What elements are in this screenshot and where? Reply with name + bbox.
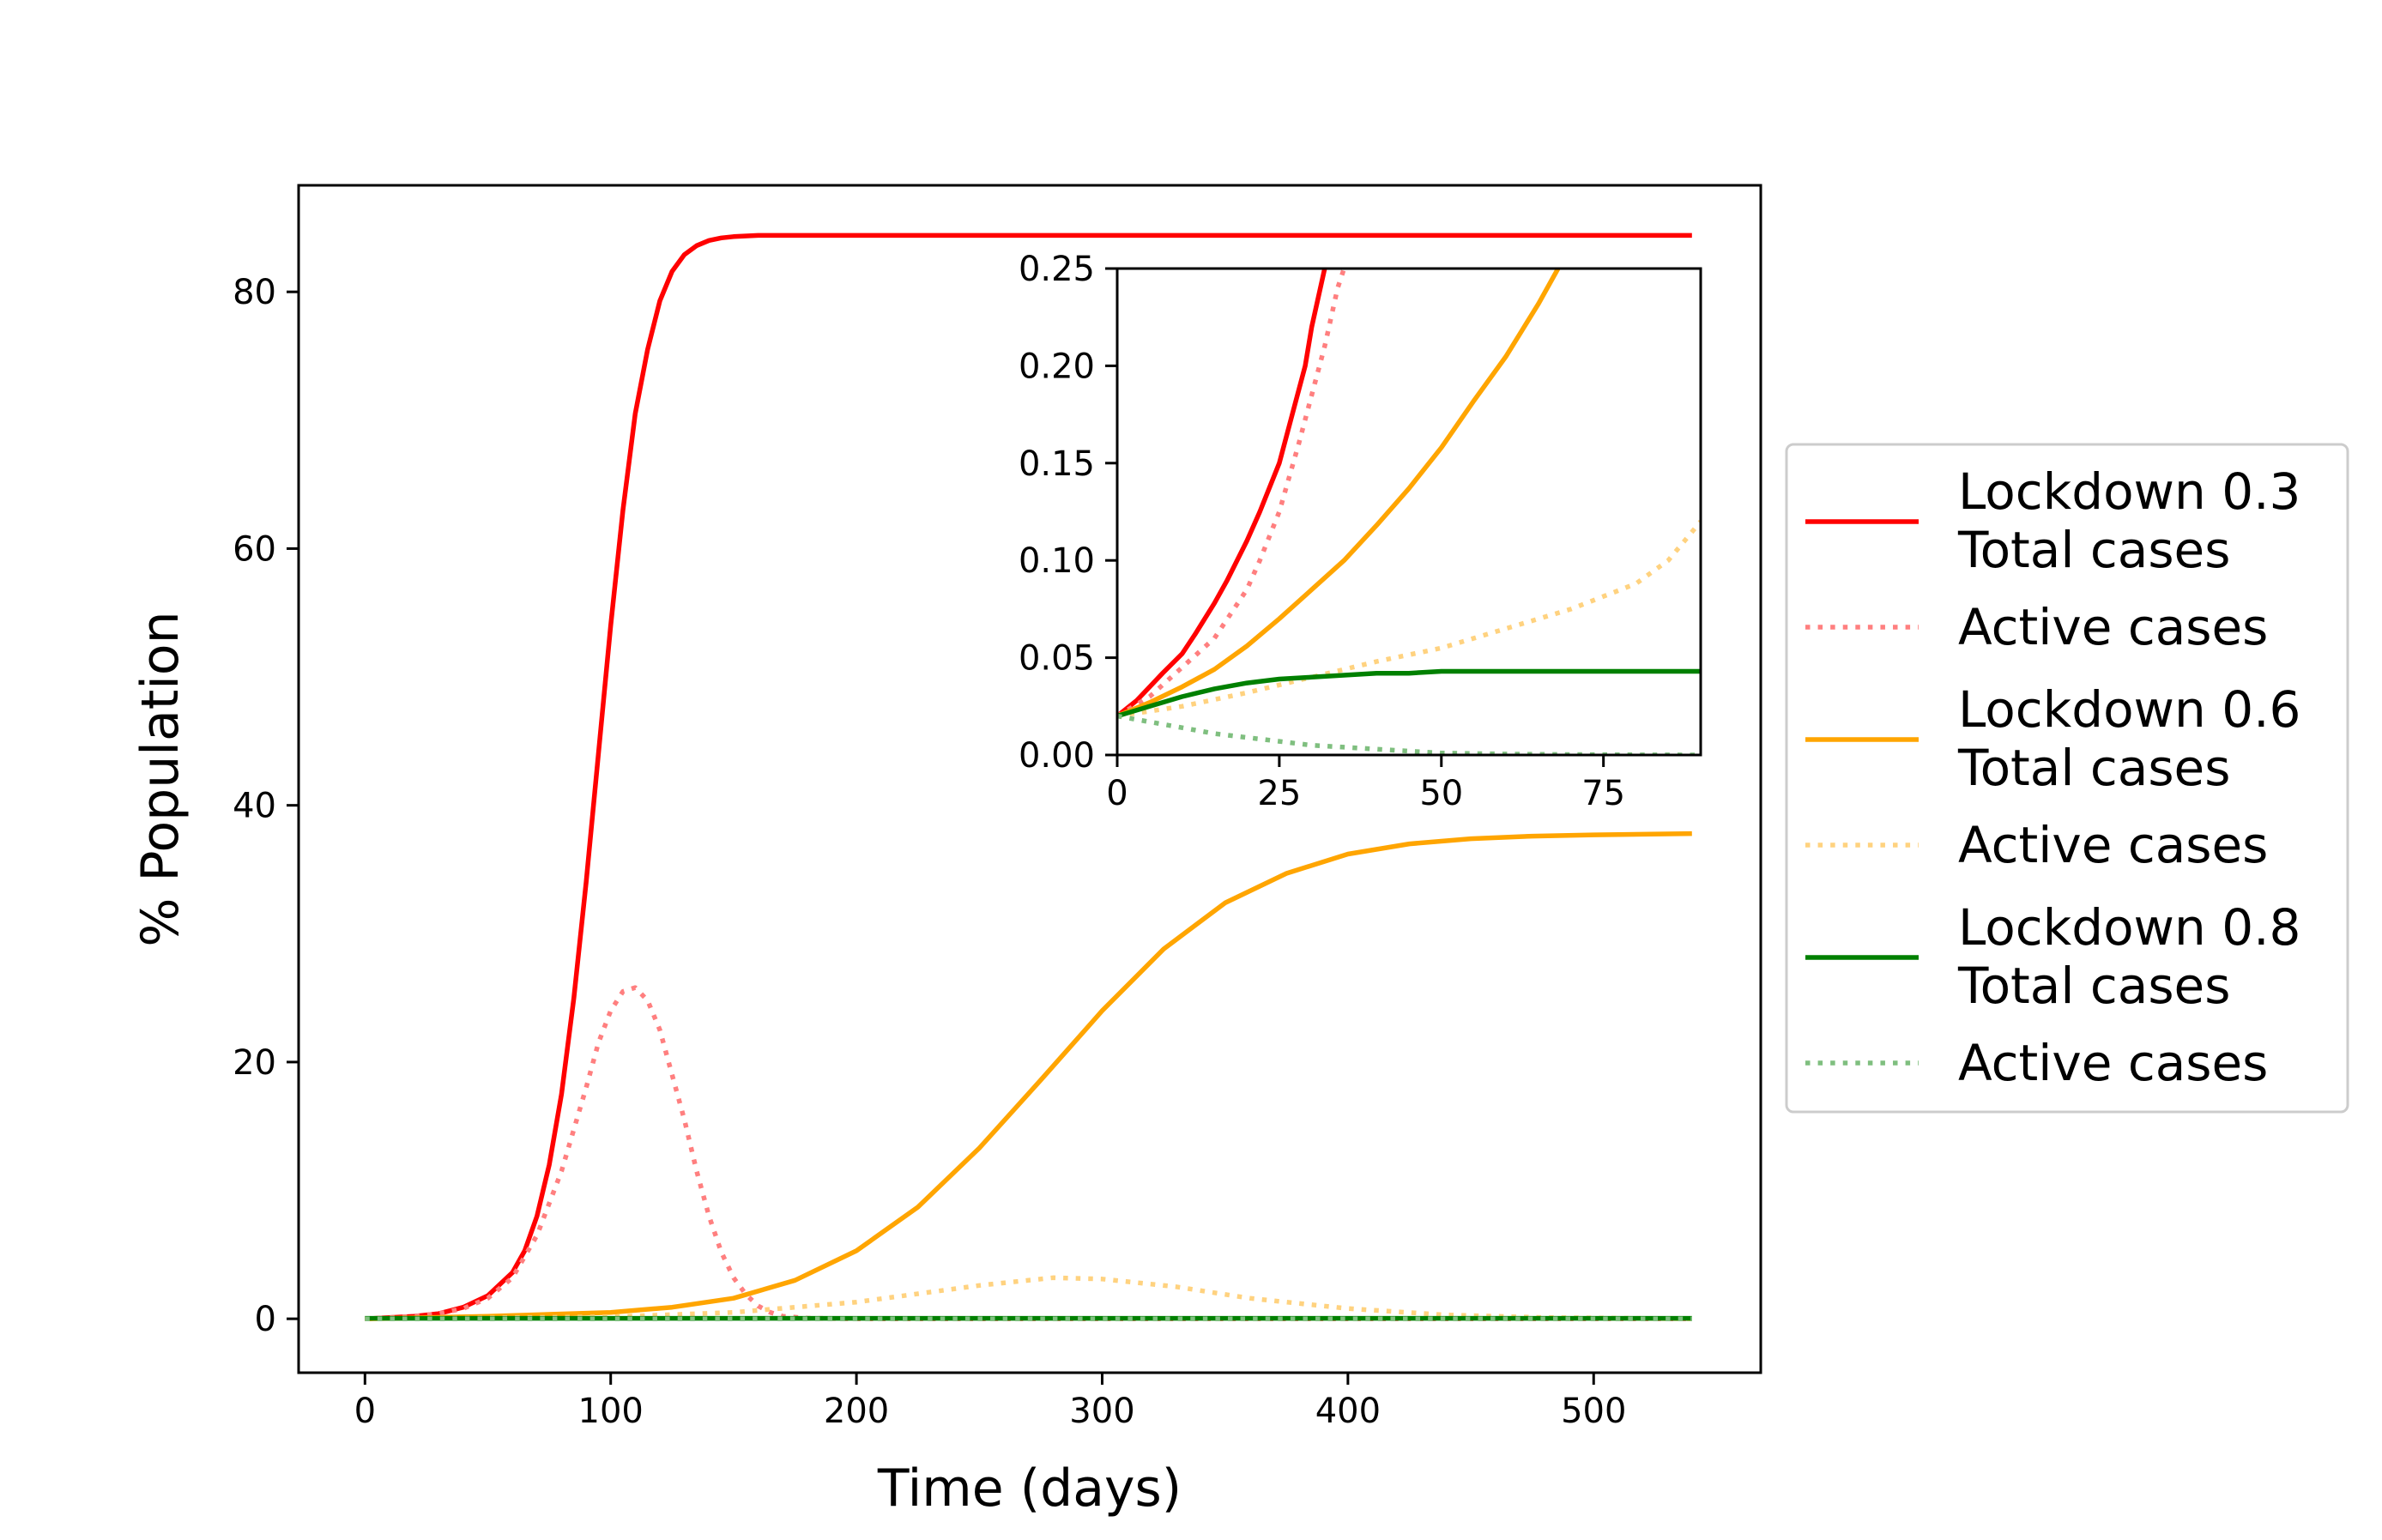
legend-label-2-line1: Lockdown 0.6	[1958, 680, 2300, 739]
inset-x-tick-label-3: 75	[1581, 774, 1625, 813]
main-x-tick-label-5: 500	[1561, 1392, 1626, 1431]
legend-label-0-line1: Lockdown 0.3	[1958, 462, 2300, 521]
legend-label-3: Active cases	[1958, 816, 2268, 874]
main-y-tick-label-1: 20	[233, 1043, 276, 1083]
inset-x-tick-label-0: 0	[1106, 774, 1128, 813]
inset-x-tick-label-1: 25	[1257, 774, 1301, 813]
main-series-line-1	[365, 985, 1692, 1321]
main-y-tick-label-2: 40	[233, 787, 276, 826]
y-axis-label: % Population	[130, 611, 190, 946]
legend-label-4-line2: Total cases	[1957, 957, 2230, 1015]
legend-label-4-line1: Lockdown 0.8	[1958, 898, 2300, 957]
legend-label-1: Active cases	[1958, 598, 2268, 656]
inset-y-tick-label-4: 0.20	[1019, 347, 1095, 386]
main-x-tick-label-2: 200	[824, 1392, 889, 1431]
main-y-tick-label-4: 80	[233, 273, 276, 312]
inset-axes: 0 25 50 75 0.00 0.05 0.10 0.15 0.20 0.25	[1019, 250, 1702, 813]
main-y-tick-label-3: 60	[233, 529, 276, 569]
main-x-tick-label-4: 400	[1315, 1392, 1381, 1431]
main-y-tick-label-0: 0	[255, 1300, 276, 1339]
main-series-line-3	[365, 1275, 1692, 1321]
x-axis-label: Time (days)	[877, 1458, 1182, 1519]
main-x-tick-label-1: 100	[578, 1392, 644, 1431]
main-series-line-2	[365, 830, 1692, 1321]
legend-label-0-line2: Total cases	[1957, 521, 2230, 579]
inset-y-tick-label-3: 0.15	[1019, 444, 1095, 484]
inset-y-tick-label-0: 0.00	[1019, 736, 1095, 776]
legend-frame	[1785, 443, 2349, 1114]
main-series-line-0	[365, 233, 1692, 1321]
inset-series-line-5	[1117, 713, 1701, 755]
inset-series-line-1	[1117, 269, 1347, 718]
inset-axes-frame	[1115, 267, 1702, 757]
inset-series-line-0	[1117, 269, 1327, 718]
inset-y-tick-label-1: 0.05	[1019, 639, 1095, 679]
inset-y-tick-label-5: 0.25	[1019, 250, 1095, 289]
inset-series-line-2	[1117, 269, 1561, 719]
inset-series-line-4	[1117, 668, 1701, 719]
main-x-tick-label-0: 0	[354, 1392, 376, 1431]
main-x-tick-label-3: 300	[1069, 1392, 1134, 1431]
legend-label-5: Active cases	[1958, 1034, 2268, 1092]
inset-x-tick-label-2: 50	[1419, 774, 1463, 813]
main-axes-frame	[297, 184, 1762, 1374]
inset-y-tick-label-2: 0.10	[1019, 541, 1095, 581]
inset-plot-background	[1117, 269, 1701, 755]
legend-label-2-line2: Total cases	[1957, 739, 2230, 797]
